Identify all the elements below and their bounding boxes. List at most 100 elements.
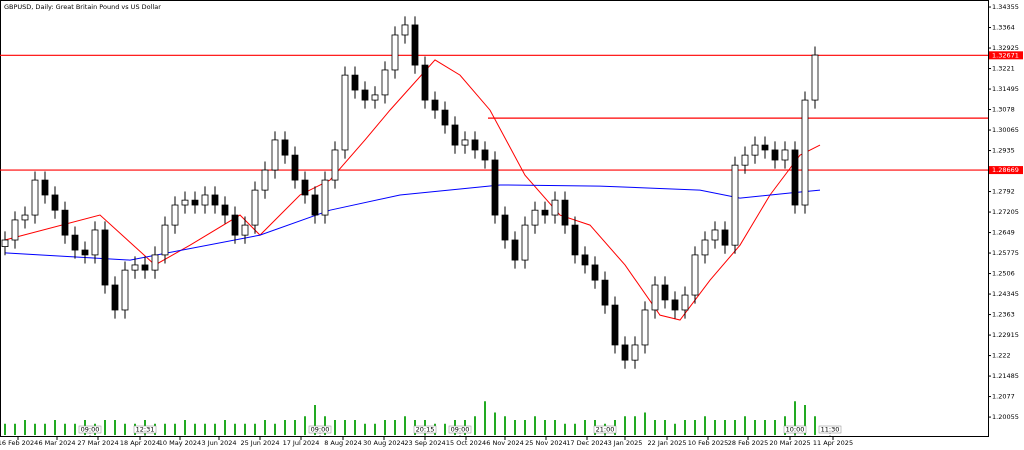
candle-body [161, 224, 169, 256]
candle-body [231, 214, 239, 236]
level-label: 1.28669 [992, 166, 1019, 174]
candle-body [761, 144, 769, 151]
x-tick-label: 30 Aug 2024 [363, 439, 405, 447]
candle-body [671, 299, 679, 311]
x-tick-label: 23 Sep 2024 [404, 439, 445, 447]
candle-body [451, 124, 459, 146]
candle-body [461, 139, 469, 146]
y-tick-label: 1.25775 [992, 249, 1019, 257]
y-tick-label: 1.222 [992, 352, 1011, 360]
y-tick-label: 1.2792 [992, 188, 1015, 196]
candle-body [431, 99, 439, 111]
candle-body [481, 149, 489, 161]
x-tick-label: 16 Feb 2024 [0, 439, 38, 447]
moving-average [4, 184, 821, 261]
candle-body [371, 94, 379, 101]
candle-body [661, 284, 669, 301]
separator-label: 21:00 [596, 426, 615, 434]
y-tick-label: 1.34355 [992, 3, 1019, 11]
candle-body [531, 209, 539, 226]
candle-body [541, 209, 549, 216]
candle-body [181, 199, 189, 206]
y-tick-label: 1.32925 [992, 44, 1019, 52]
separator-box [78, 425, 102, 434]
candle-body [241, 224, 249, 236]
candle-body [301, 179, 309, 196]
level-label-box [989, 166, 1023, 175]
candle-body [321, 179, 329, 216]
x-tick-label: 15 Oct 2024 [446, 439, 486, 447]
candle-body [421, 64, 429, 101]
y-tick-label: 1.2077 [992, 393, 1015, 401]
chart-title: GBPUSD, Daily: Great Britain Pound vs US… [4, 3, 161, 11]
candle-body [631, 344, 639, 361]
separator-label: 20:15 [416, 426, 435, 434]
candle-body [691, 254, 699, 296]
separator-label: 10:00 [786, 426, 805, 434]
candle-body [551, 199, 559, 216]
candle-body [771, 149, 779, 161]
candle-body [721, 229, 729, 246]
candle-body [801, 99, 809, 206]
candle-body [191, 199, 199, 206]
candle-body [601, 279, 609, 306]
separator-label: 09:00 [451, 426, 470, 434]
x-tick-label: 6 Mar 2024 [38, 439, 75, 447]
candle-body [31, 179, 39, 216]
separator-label: 09:00 [311, 426, 330, 434]
separator-box [308, 425, 332, 434]
candle-body [1, 239, 9, 248]
candle-body [211, 194, 219, 206]
y-tick-label: 1.2363 [992, 311, 1015, 319]
candle-body [641, 309, 649, 346]
candle-body [261, 169, 269, 191]
candle-body [221, 204, 229, 216]
candle-body [331, 149, 339, 181]
x-tick-label: 18 Apr 2024 [120, 439, 160, 447]
candle-body [271, 139, 279, 171]
candle-body [561, 199, 569, 226]
y-tick-label: 1.3364 [992, 24, 1015, 32]
x-tick-label: 27 Mar 2024 [77, 439, 118, 447]
candle-body [791, 149, 799, 206]
candle-body [11, 219, 19, 241]
separator-label: 11:30 [821, 426, 840, 434]
candle-body [401, 24, 409, 36]
y-tick-label: 1.30065 [992, 126, 1019, 134]
y-tick-label: 1.2506 [992, 270, 1015, 278]
y-tick-label: 1.3078 [992, 106, 1015, 114]
candle-body [701, 239, 709, 256]
x-tick-label: 25 Nov 2024 [525, 439, 567, 447]
y-tick-label: 1.20055 [992, 413, 1019, 421]
candle-body [381, 69, 389, 96]
candle-body [741, 154, 749, 166]
candle-body [681, 294, 689, 311]
candle-body [21, 214, 29, 221]
candle-body [441, 109, 449, 126]
candle-body [611, 304, 619, 346]
y-tick-label: 1.3221 [992, 65, 1015, 73]
separator-box [593, 425, 617, 434]
candle-body [71, 234, 79, 251]
y-tick-label: 1.2649 [992, 229, 1015, 237]
y-tick-label: 1.21485 [992, 372, 1019, 380]
y-tick-label: 1.31495 [992, 85, 1019, 93]
candle-body [731, 164, 739, 246]
candle-body [391, 34, 399, 71]
candle-body [171, 204, 179, 226]
candle-body [311, 194, 319, 216]
candle-body [491, 159, 499, 216]
candle-body [521, 224, 529, 261]
x-tick-label: 25 Jun 2024 [240, 439, 279, 447]
candle-body [91, 229, 99, 256]
candle-body [341, 74, 349, 151]
y-tick-label: 1.27205 [992, 208, 1019, 216]
candle-body [81, 249, 89, 256]
candle-body [581, 254, 589, 266]
separator-box [448, 425, 472, 434]
candle-body [711, 229, 719, 241]
x-tick-label: 10 May 2024 [159, 439, 201, 447]
x-tick-label: 3 Jun 2024 [202, 439, 237, 447]
level-label: 1.32671 [992, 51, 1019, 59]
separator-box [783, 425, 807, 434]
